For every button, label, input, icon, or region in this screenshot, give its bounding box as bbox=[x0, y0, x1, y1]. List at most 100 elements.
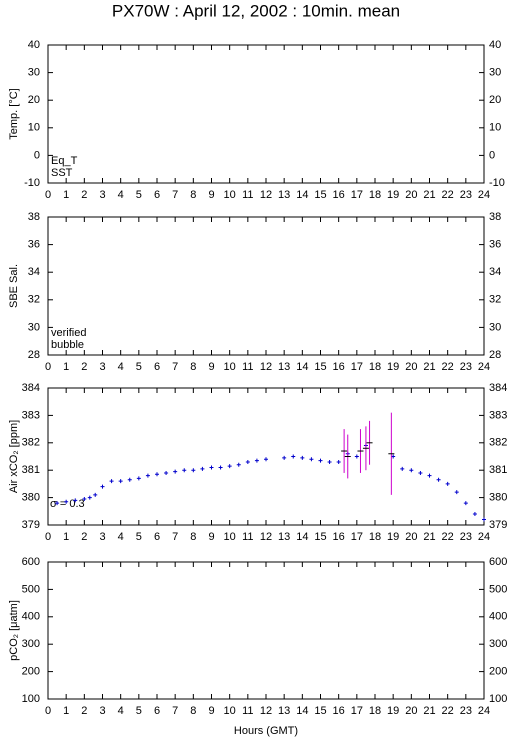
x-tick-label: 3 bbox=[99, 189, 105, 201]
data-point bbox=[336, 459, 341, 464]
y-tick-label: 300 bbox=[22, 638, 40, 650]
data-point bbox=[327, 459, 332, 464]
x-tick-label: 14 bbox=[296, 705, 308, 717]
data-point bbox=[109, 479, 114, 484]
y-tick-label: 382 bbox=[22, 437, 40, 449]
x-tick-label: 11 bbox=[242, 361, 253, 373]
data-point bbox=[463, 501, 468, 506]
data-point bbox=[254, 458, 259, 463]
data-point bbox=[191, 468, 196, 473]
data-point bbox=[55, 501, 60, 506]
x-tick-label: 22 bbox=[442, 531, 454, 543]
y-tick-label: 32 bbox=[28, 294, 40, 306]
x-tick-label: 4 bbox=[118, 705, 124, 717]
x-tick-label: 20 bbox=[405, 531, 417, 543]
data-point bbox=[209, 465, 214, 470]
x-tick-label: 7 bbox=[172, 531, 178, 543]
data-point bbox=[282, 455, 287, 460]
x-tick-label: 3 bbox=[99, 361, 105, 373]
x-tick-label: 6 bbox=[154, 189, 160, 201]
x-tick-label: 5 bbox=[136, 705, 142, 717]
y-tick-label: 0 bbox=[34, 149, 40, 161]
x-tick-label: 3 bbox=[99, 705, 105, 717]
data-point bbox=[300, 455, 305, 460]
y-tick-label-right: 34 bbox=[489, 266, 501, 278]
x-tick-label: 8 bbox=[190, 361, 196, 373]
x-tick-label: 9 bbox=[208, 705, 214, 717]
x-tick-label: 24 bbox=[478, 361, 490, 373]
y-tick-label-right: 300 bbox=[489, 638, 507, 650]
x-tick-label: 13 bbox=[278, 189, 290, 201]
x-tick-label: 10 bbox=[224, 361, 236, 373]
x-tick-label: 19 bbox=[387, 705, 399, 717]
y-tick-label-right: 379 bbox=[489, 519, 507, 531]
x-tick-label: 2 bbox=[81, 705, 87, 717]
x-tick-label: 13 bbox=[278, 361, 290, 373]
y-tick-label-right: -10 bbox=[489, 177, 505, 189]
x-tick-label: 10 bbox=[224, 531, 236, 543]
y-tick-label-right: 0 bbox=[489, 149, 495, 161]
y-tick-label-right: 383 bbox=[489, 409, 507, 421]
data-point bbox=[309, 457, 314, 462]
data-point bbox=[173, 469, 178, 474]
x-tick-label: 21 bbox=[423, 189, 435, 201]
data-point bbox=[236, 462, 241, 467]
y-tick-label: 381 bbox=[22, 464, 40, 476]
x-tick-label: 15 bbox=[314, 531, 326, 543]
x-tick-label: 1 bbox=[63, 361, 69, 373]
data-point bbox=[291, 454, 296, 459]
y-tick-label-right: 400 bbox=[489, 611, 507, 623]
x-tick-label: 24 bbox=[478, 705, 490, 717]
y-tick-label: 38 bbox=[28, 211, 40, 223]
x-tick-label: 9 bbox=[208, 531, 214, 543]
x-tick-label: 13 bbox=[278, 705, 290, 717]
x-tick-label: 16 bbox=[333, 361, 345, 373]
data-point bbox=[118, 479, 123, 484]
x-tick-label: 6 bbox=[154, 705, 160, 717]
x-tick-label: 8 bbox=[190, 705, 196, 717]
plot-frame bbox=[47, 216, 485, 356]
y-axis-label: Air xCO₂ [ppm] bbox=[8, 420, 20, 493]
data-point bbox=[418, 470, 423, 475]
x-tick-label: 0 bbox=[45, 705, 51, 717]
y-tick-label: 30 bbox=[28, 321, 40, 333]
x-tick-label: 1 bbox=[63, 705, 69, 717]
x-tick-label: 5 bbox=[136, 361, 142, 373]
y-tick-label: 400 bbox=[22, 611, 40, 623]
y-tick-label: 380 bbox=[22, 492, 40, 504]
x-tick-label: 22 bbox=[442, 361, 454, 373]
x-axis-label: Hours (GMT) bbox=[234, 725, 298, 737]
x-tick-label: 2 bbox=[81, 361, 87, 373]
y-tick-label-right: 384 bbox=[489, 382, 507, 394]
x-tick-label: 18 bbox=[369, 531, 381, 543]
y-tick-label: 384 bbox=[22, 382, 40, 394]
y-tick-label: 30 bbox=[28, 67, 40, 79]
x-tick-label: 17 bbox=[351, 705, 363, 717]
x-tick-label: 3 bbox=[99, 531, 105, 543]
data-point bbox=[127, 477, 132, 482]
data-point bbox=[445, 481, 450, 486]
x-tick-label: 23 bbox=[460, 705, 472, 717]
data-point bbox=[82, 496, 87, 501]
x-tick-label: 2 bbox=[81, 189, 87, 201]
x-tick-label: 24 bbox=[478, 531, 490, 543]
x-tick-label: 4 bbox=[118, 361, 124, 373]
x-tick-label: 5 bbox=[136, 189, 142, 201]
data-point bbox=[73, 498, 78, 503]
data-point bbox=[227, 464, 232, 469]
x-tick-label: 23 bbox=[460, 189, 472, 201]
data-point bbox=[482, 517, 486, 522]
data-point bbox=[427, 473, 432, 478]
y-tick-label: 383 bbox=[22, 409, 40, 421]
x-tick-label: 1 bbox=[63, 531, 69, 543]
y-tick-label-right: 500 bbox=[489, 583, 507, 595]
x-tick-label: 0 bbox=[45, 189, 51, 201]
y-tick-label-right: 380 bbox=[489, 492, 507, 504]
data-point bbox=[93, 492, 98, 497]
data-point bbox=[454, 490, 459, 495]
x-tick-label: 11 bbox=[242, 531, 253, 543]
y-tick-label: 20 bbox=[28, 94, 40, 106]
data-point bbox=[400, 466, 405, 471]
data-point bbox=[245, 459, 250, 464]
x-tick-label: 17 bbox=[351, 531, 363, 543]
